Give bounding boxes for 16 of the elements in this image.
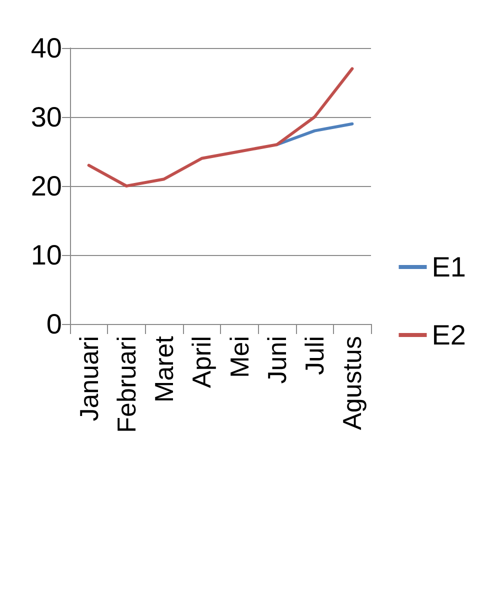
x-tick-label: Juli [300, 336, 330, 376]
y-tick-label: 30 [30, 102, 62, 132]
x-tick-label: Agustus [337, 336, 368, 430]
line-series [87, 67, 354, 188]
legend-label: E1 [432, 252, 466, 282]
y-tick-label: 10 [30, 240, 62, 270]
x-tick-label: Januari [74, 336, 104, 422]
x-tick-label: Juni [262, 336, 292, 384]
y-tick-label: 0 [46, 308, 62, 340]
legend-label: E2 [432, 320, 466, 350]
x-tick-label: Mei [224, 336, 254, 378]
x-tick-label: Maret [149, 335, 180, 402]
y-tick-label: 40 [30, 32, 62, 64]
x-tick-label: April [186, 336, 217, 388]
x-tick-label: Februari [111, 336, 142, 433]
y-tick-label: 20 [30, 170, 62, 202]
